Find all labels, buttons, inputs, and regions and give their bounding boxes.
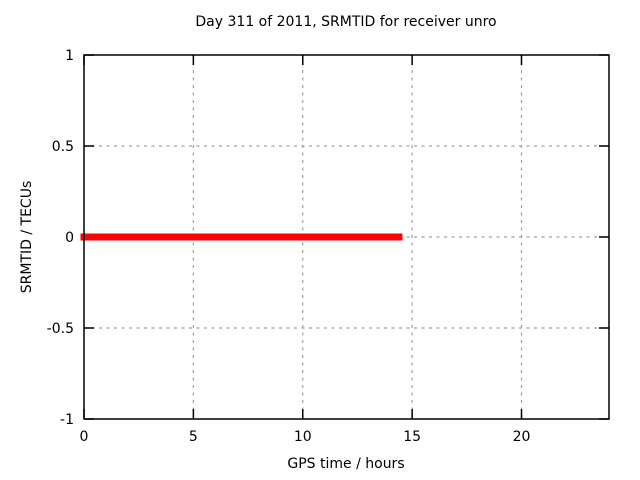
y-tick-label: -0.5 xyxy=(47,321,74,337)
y-tick-label: 1 xyxy=(65,48,74,64)
y-tick-label: 0.5 xyxy=(52,139,74,155)
x-tick-label: 10 xyxy=(294,429,312,445)
plot-frame xyxy=(83,54,610,420)
y-axis-label: SRMTID / TECUs xyxy=(19,181,35,294)
plot-border xyxy=(83,54,610,420)
x-tick-label: 15 xyxy=(403,429,421,445)
y-tick-label: -1 xyxy=(60,412,74,428)
tick-labels: 0 5 10 15 20 1 0.5 0 -0.5 -1 xyxy=(47,48,531,445)
x-axis-label: GPS time / hours xyxy=(287,456,404,472)
chart-title: Day 311 of 2011, SRMTID for receiver unr… xyxy=(195,14,496,30)
x-tick-label: 5 xyxy=(189,429,198,445)
y-tick-label: 0 xyxy=(65,230,74,246)
x-tick-label: 0 xyxy=(80,429,89,445)
x-tick-label: 20 xyxy=(513,429,531,445)
